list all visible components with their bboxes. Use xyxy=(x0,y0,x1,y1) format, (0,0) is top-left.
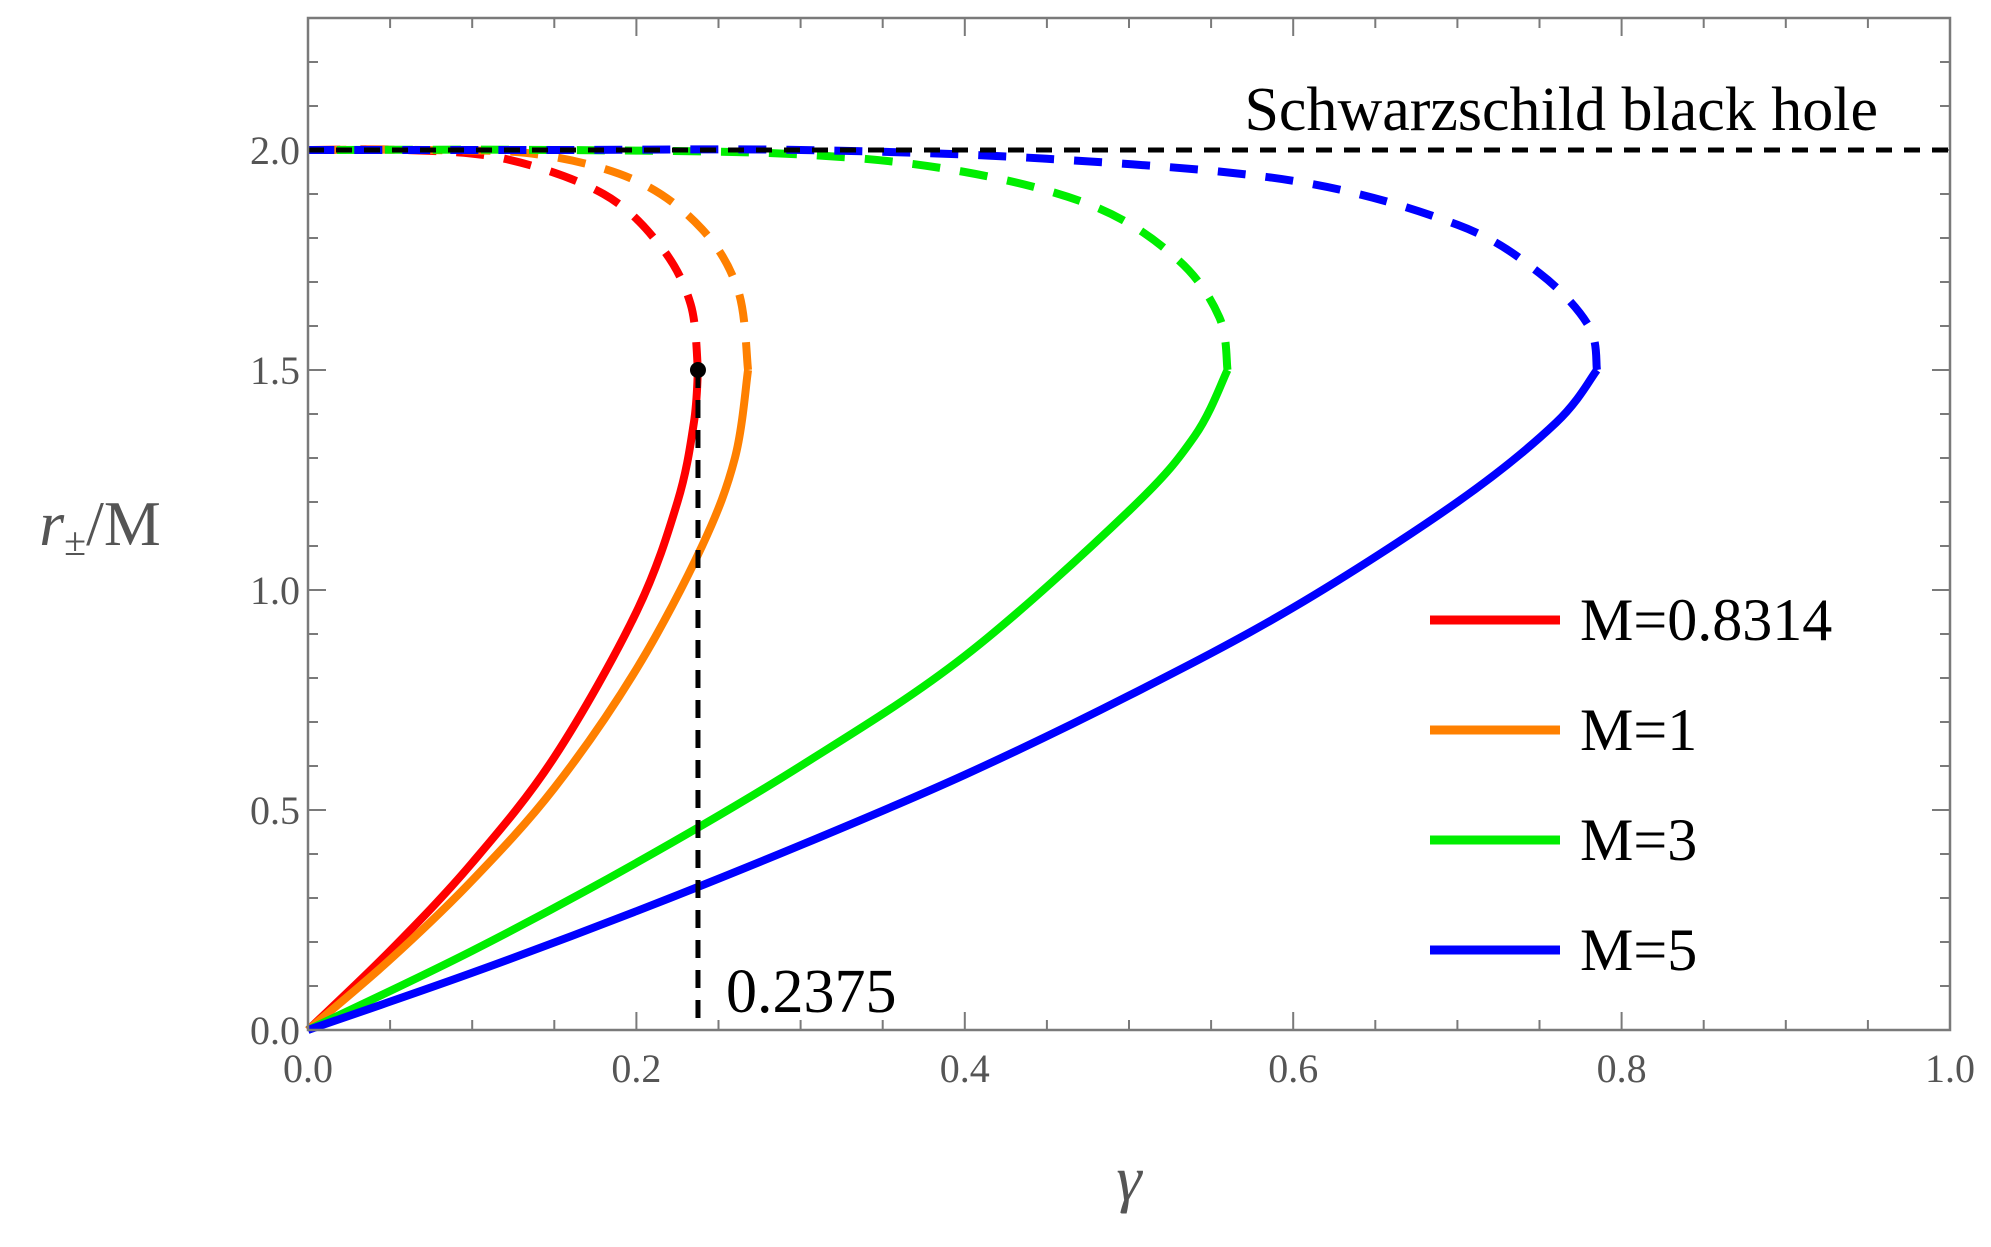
gamma-marker-label: 0.2375 xyxy=(726,958,897,1026)
x-tick-label: 0.8 xyxy=(1597,1046,1647,1091)
series-solid-m-1 xyxy=(305,369,753,1034)
x-tick-label: 0.6 xyxy=(1268,1046,1318,1091)
x-tick-label: 0.0 xyxy=(283,1046,333,1091)
schwarzschild-label: Schwarzschild black hole xyxy=(1244,76,1878,144)
y-tick-label: 1.5 xyxy=(250,348,300,393)
series-layer xyxy=(305,145,1601,1034)
series-dashed-m-1 xyxy=(307,145,753,371)
plot-frame xyxy=(306,16,1952,1032)
legend-label: M=3 xyxy=(1580,807,1697,873)
series-solid-m-0-8314 xyxy=(305,369,702,1033)
x-axis-label: γ xyxy=(1116,1143,1143,1214)
series-solid-m-3 xyxy=(306,368,1232,1034)
x-tick-label: 0.2 xyxy=(611,1046,661,1091)
y-tick-label: 0.0 xyxy=(250,1008,300,1053)
legend-label: M=0.8314 xyxy=(1580,587,1832,653)
x-tick-label: 1.0 xyxy=(1925,1046,1975,1091)
series-solid-m-5 xyxy=(306,367,1601,1034)
y-axis-label: r±/M xyxy=(39,488,161,564)
y-tick-label: 2.0 xyxy=(250,128,300,173)
y-tick-label: 1.0 xyxy=(250,568,300,613)
series-dashed-m-3 xyxy=(307,145,1232,371)
series-dashed-m-5 xyxy=(308,145,1601,371)
x-tick-label: 0.4 xyxy=(940,1046,990,1091)
y-tick-label: 0.5 xyxy=(250,788,300,833)
critical-point xyxy=(689,362,706,378)
legend-label: M=5 xyxy=(1580,917,1697,983)
series-dashed-m-0-8314 xyxy=(307,145,702,371)
legend: M=0.8314 M=1 M=3 M=5 xyxy=(1430,587,1832,983)
legend-label: M=1 xyxy=(1580,697,1697,763)
tick-labels: 0.0 0.2 0.4 0.6 0.8 1.0 0.0 0.5 1.0 1.5 2.0 xyxy=(250,128,1975,1091)
annotations xyxy=(308,147,1950,1030)
